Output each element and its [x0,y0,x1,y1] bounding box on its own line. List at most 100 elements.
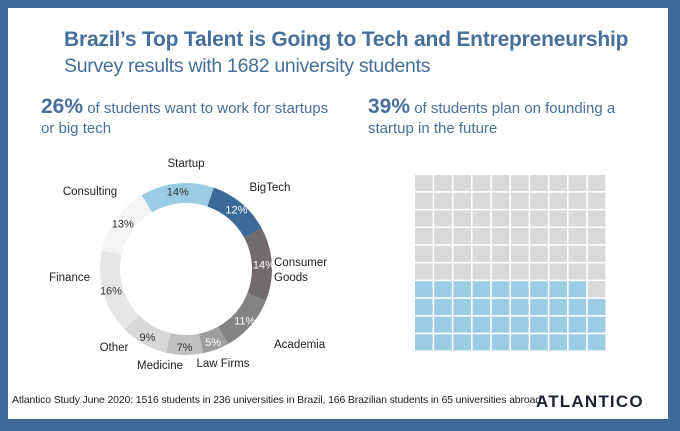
waffle-cell-filled [511,281,529,298]
donut-value-label: 13% [112,218,134,230]
waffle-cell-empty [511,192,529,209]
waffle-cell-empty [549,175,567,192]
waffle-cell-empty [549,228,567,245]
waffle-cell-empty [491,245,510,262]
donut-slice-academia [218,293,266,345]
waffle-cell-empty [530,263,548,280]
waffle-cell-empty [453,175,471,192]
page-title: Brazil’s Top Talent is Going to Tech and… [64,28,629,51]
waffle-cell-filled [568,298,587,315]
donut-value-label: 14% [167,186,189,198]
waffle-cell-empty [453,210,471,227]
donut-category-label: Consulting [63,186,117,198]
waffle-cell-filled [491,316,510,333]
waffle-cell-filled [472,334,491,351]
waffle-cell-filled [415,281,433,298]
stat-text-founding: of students plan on founding a startup i… [368,100,616,137]
waffle-cell-empty [472,263,491,280]
waffle-cell-empty [587,228,606,245]
donut-slice-law-firms [199,326,228,354]
waffle-cell-empty [530,192,548,209]
waffle-cell-empty [549,245,567,262]
waffle-cell-filled [434,316,452,333]
waffle-cell-empty [587,210,606,227]
waffle-cell-empty [491,175,510,192]
waffle-cell-filled [453,281,471,298]
waffle-cell-filled [415,334,433,351]
page-subtitle: Survey results with 1682 university stud… [64,55,431,77]
donut-category-label: Academia [274,339,326,351]
donut-category-label: Finance [49,272,90,284]
donut-slice-startup [141,183,214,213]
donut-slice-medicine [165,333,203,355]
waffle-cell-empty [587,175,606,192]
waffle-cell-empty [472,175,491,192]
waffle-cell-empty [568,245,587,262]
waffle-cell-empty [568,263,587,280]
waffle-cell-filled [587,316,606,333]
waffle-cell-filled [587,298,606,315]
waffle-cell-filled [530,298,548,315]
waffle-cell-empty [587,263,606,280]
waffle-cell-empty [587,281,606,298]
waffle-cell-empty [472,210,491,227]
waffle-cell-empty [511,210,529,227]
waffle-cell-filled [434,298,452,315]
waffle-cell-empty [415,263,433,280]
source-footnote: Atlantico Study June 2020: 1516 students… [12,394,541,406]
waffle-cell-filled [511,298,529,315]
waffle-cell-empty [434,228,452,245]
startup-bigtech-stat: 26% of students want to work for startup… [41,95,341,139]
waffle-cell-empty [453,228,471,245]
donut-slice-finance [99,250,139,330]
waffle-cell-empty [472,192,491,209]
waffle-cell-empty [511,245,529,262]
waffle-cell-filled [549,298,567,315]
waffle-cell-filled [453,298,471,315]
waffle-cell-empty [491,210,510,227]
waffle-cell-empty [511,263,529,280]
waffle-cell-empty [434,175,452,192]
donut-value-label: 5% [205,337,221,349]
stat-highlight-startup-bigtech: 26% [41,95,84,118]
donut-value-label: 12% [225,205,247,217]
waffle-cell-filled [511,316,529,333]
waffle-cell-empty [415,210,433,227]
waffle-cell-filled [472,316,491,333]
waffle-cell-empty [511,228,529,245]
donut-category-label: Medicine [137,360,183,372]
waffle-cell-empty [434,245,452,262]
waffle-cell-filled [453,334,471,351]
waffle-cell-empty [491,228,510,245]
donut-value-label: 11% [234,315,255,327]
waffle-cell-empty [415,245,433,262]
donut-slice-other [124,315,171,353]
waffle-cell-filled [472,281,491,298]
waffle-cell-empty [530,228,548,245]
waffle-cell-empty [568,228,587,245]
waffle-cell-empty [530,210,548,227]
waffle-cell-empty [568,175,587,192]
donut-category-label: Startup [167,158,204,170]
waffle-cell-filled [568,281,587,298]
waffle-cell-empty [415,228,433,245]
waffle-cell-empty [530,245,548,262]
waffle-cell-filled [549,281,567,298]
waffle-cell-empty [453,192,471,209]
waffle-cell-empty [549,192,567,209]
waffle-cell-empty [568,192,587,209]
donut-category-label: BigTech [250,182,291,194]
stat-highlight-founding: 39% [368,95,411,118]
donut-value-label: 7% [177,342,193,354]
stat-text-startup-bigtech: of students want to work for startups or… [41,100,329,137]
waffle-cell-empty [453,263,471,280]
waffle-cell-filled [434,281,452,298]
waffle-cell-empty [549,210,567,227]
waffle-cell-empty [568,210,587,227]
donut-value-label: 14% [253,259,275,271]
waffle-cell-empty [472,228,491,245]
founding-startup-stat: 39% of students plan on founding a start… [368,95,638,139]
waffle-cell-empty [415,175,433,192]
